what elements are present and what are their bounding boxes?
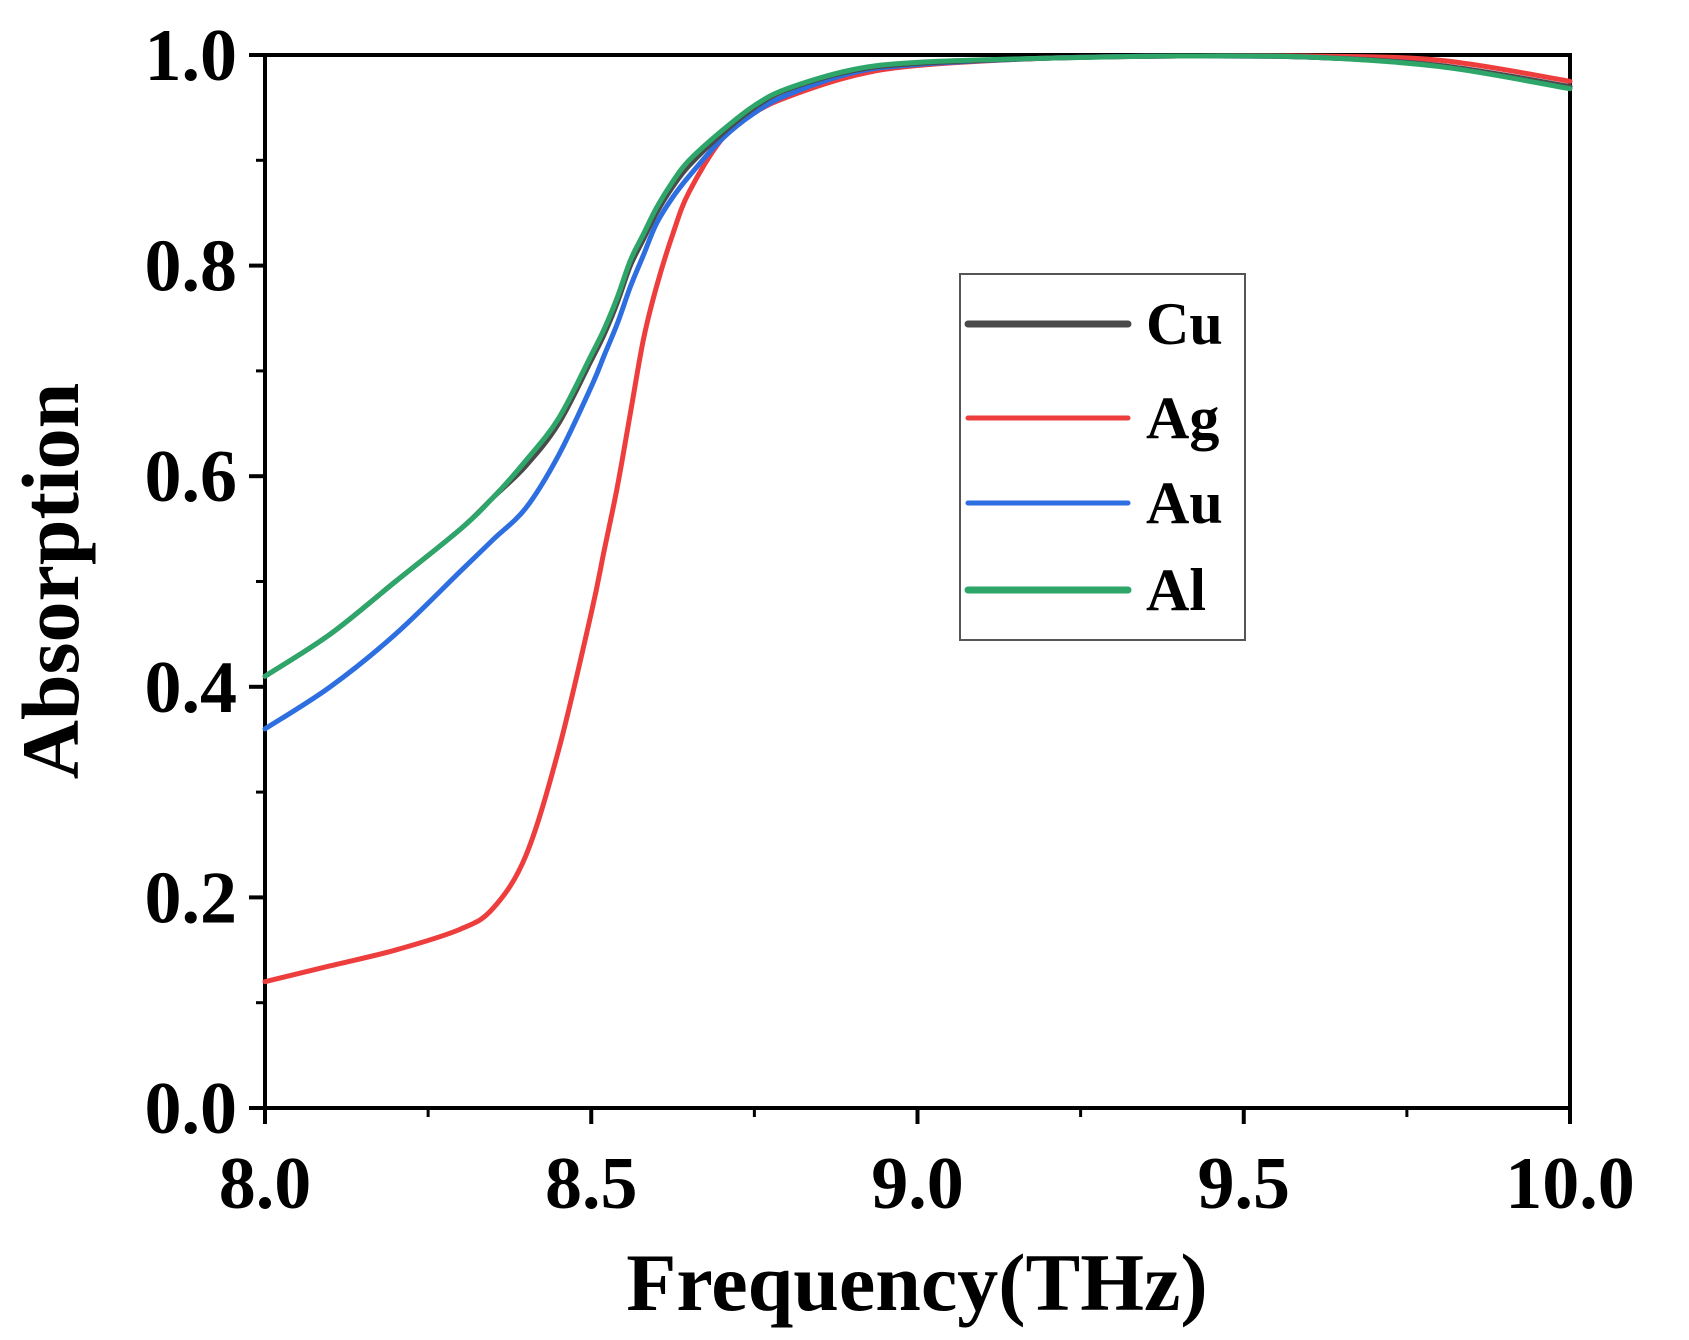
series-line-cu (262, 53, 1573, 679)
plot-area (249, 53, 1573, 1124)
x-tick-label: 9.0 (871, 1143, 964, 1225)
legend-label-al: Al (1146, 557, 1206, 623)
y-tick-label: 0.4 (145, 647, 238, 729)
x-tick-label: 8.0 (219, 1143, 312, 1225)
y-tick-label: 1.0 (145, 15, 238, 97)
y-tick-label: 0.6 (145, 436, 238, 518)
y-tick-label: 0.2 (145, 857, 238, 939)
x-tick-label: 9.5 (1198, 1143, 1291, 1225)
series-line-ag (262, 53, 1573, 985)
legend-items: Cu Ag Au Al (964, 291, 1223, 623)
x-tick-label: 10.0 (1505, 1143, 1635, 1225)
series-line-au (262, 53, 1573, 732)
legend-item-cu: Cu (964, 291, 1223, 357)
legend-item-al: Al (964, 557, 1206, 623)
y-axis-title: Absorption (5, 383, 96, 779)
legend-label-au: Au (1146, 470, 1223, 536)
legend: Cu Ag Au Al (959, 273, 1246, 641)
y-tick-label: 0.8 (145, 226, 238, 308)
legend-frame (959, 273, 1246, 641)
series-layer (262, 53, 1573, 985)
legend-item-au: Au (965, 470, 1223, 536)
x-tick-label: 8.5 (545, 1143, 638, 1225)
ticks-layer (249, 53, 1572, 1124)
y-tick-label: 0.0 (145, 1068, 238, 1150)
plot-frame (263, 53, 1572, 1110)
x-axis-title: Frequency(THz) (626, 1237, 1208, 1328)
legend-label-cu: Cu (1146, 291, 1223, 357)
series-line-al (262, 53, 1573, 679)
legend-label-ag: Ag (1146, 385, 1219, 451)
legend-item-ag: Ag (965, 385, 1219, 451)
